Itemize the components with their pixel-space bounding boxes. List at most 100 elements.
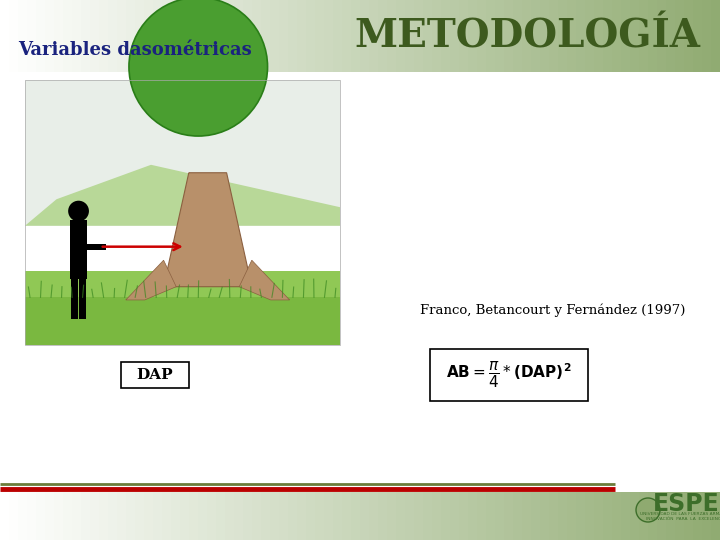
- Bar: [72, 0, 81, 72]
- Bar: [288, 0, 297, 72]
- Bar: [450, 492, 459, 540]
- Bar: [297, 0, 306, 72]
- Bar: [414, 492, 423, 540]
- Bar: [198, 0, 207, 72]
- Bar: [279, 492, 288, 540]
- Bar: [36, 492, 45, 540]
- Bar: [54, 0, 63, 72]
- Bar: [207, 0, 216, 72]
- Bar: [189, 0, 198, 72]
- Bar: [261, 0, 270, 72]
- Bar: [693, 0, 702, 72]
- Bar: [558, 0, 567, 72]
- Bar: [675, 0, 684, 72]
- Bar: [414, 0, 423, 72]
- Bar: [369, 0, 378, 72]
- Bar: [270, 0, 279, 72]
- Bar: [684, 0, 693, 72]
- Bar: [315, 492, 324, 540]
- Bar: [81, 492, 90, 540]
- PathPatch shape: [239, 260, 289, 300]
- Bar: [711, 492, 720, 540]
- Bar: [25, 80, 340, 226]
- Bar: [18, 0, 27, 72]
- Bar: [486, 0, 495, 72]
- Bar: [432, 0, 441, 72]
- Bar: [387, 0, 396, 72]
- Bar: [459, 492, 468, 540]
- Bar: [513, 492, 522, 540]
- Bar: [207, 492, 216, 540]
- Bar: [261, 492, 270, 540]
- Bar: [396, 0, 405, 72]
- Bar: [468, 492, 477, 540]
- Bar: [540, 492, 549, 540]
- Bar: [558, 492, 567, 540]
- Bar: [360, 492, 369, 540]
- Bar: [567, 0, 576, 72]
- Bar: [225, 492, 234, 540]
- Bar: [576, 0, 585, 72]
- Bar: [117, 492, 126, 540]
- Bar: [450, 0, 459, 72]
- Bar: [504, 0, 513, 72]
- Bar: [216, 0, 225, 72]
- Bar: [549, 492, 558, 540]
- Bar: [369, 492, 378, 540]
- Bar: [423, 0, 432, 72]
- Bar: [504, 492, 513, 540]
- Bar: [243, 492, 252, 540]
- Bar: [342, 492, 351, 540]
- Bar: [108, 492, 117, 540]
- Bar: [252, 0, 261, 72]
- Bar: [234, 0, 243, 72]
- Bar: [396, 492, 405, 540]
- Bar: [121, 362, 189, 388]
- Circle shape: [636, 498, 660, 522]
- Bar: [612, 0, 621, 72]
- Bar: [243, 0, 252, 72]
- Bar: [0, 0, 9, 72]
- Bar: [270, 492, 279, 540]
- Bar: [684, 492, 693, 540]
- Bar: [666, 492, 675, 540]
- Text: Franco, Betancourt y Fernández (1997): Franco, Betancourt y Fernández (1997): [420, 303, 685, 317]
- Bar: [117, 0, 126, 72]
- Bar: [405, 492, 414, 540]
- Bar: [108, 0, 117, 72]
- Bar: [0, 492, 9, 540]
- Bar: [630, 492, 639, 540]
- Bar: [432, 492, 441, 540]
- PathPatch shape: [163, 173, 252, 287]
- Bar: [486, 492, 495, 540]
- PathPatch shape: [25, 165, 340, 226]
- Text: METODOLOGÍA: METODOLOGÍA: [354, 17, 700, 55]
- Bar: [639, 0, 648, 72]
- Bar: [71, 279, 78, 319]
- Bar: [603, 0, 612, 72]
- Bar: [549, 0, 558, 72]
- Bar: [25, 287, 340, 345]
- Bar: [225, 0, 234, 72]
- Bar: [162, 492, 171, 540]
- Bar: [522, 492, 531, 540]
- Bar: [585, 0, 594, 72]
- Bar: [25, 271, 340, 298]
- Bar: [25, 80, 340, 345]
- Bar: [27, 492, 36, 540]
- Bar: [639, 492, 648, 540]
- Bar: [324, 0, 333, 72]
- Bar: [378, 492, 387, 540]
- Bar: [297, 492, 306, 540]
- Bar: [216, 492, 225, 540]
- Bar: [621, 492, 630, 540]
- Bar: [180, 492, 189, 540]
- Bar: [630, 0, 639, 72]
- Bar: [657, 0, 666, 72]
- Bar: [621, 0, 630, 72]
- Circle shape: [129, 0, 268, 136]
- Bar: [495, 0, 504, 72]
- Bar: [531, 492, 540, 540]
- Bar: [252, 492, 261, 540]
- Bar: [441, 492, 450, 540]
